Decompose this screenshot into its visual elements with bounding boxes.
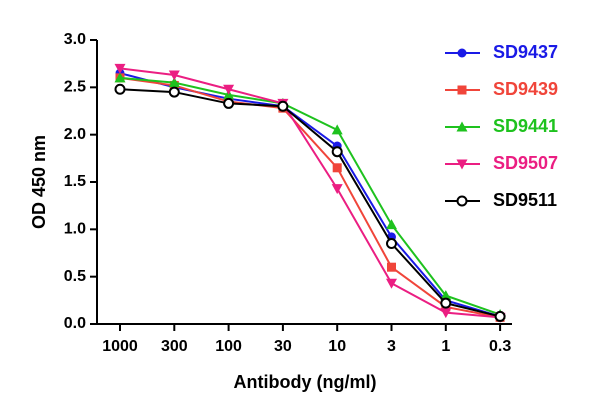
marker (494, 310, 506, 322)
legend-label: SD9437 (493, 42, 558, 62)
marker (440, 297, 452, 309)
y-tick-label: 1.0 (64, 221, 86, 238)
marker (440, 290, 452, 301)
x-tick-label: 3 (387, 338, 396, 355)
x-tick-label: 1 (441, 338, 450, 355)
x-axis-label: Antibody (ng/ml) (234, 372, 377, 392)
marker (331, 146, 343, 158)
y-tick-label: 3.0 (64, 31, 86, 48)
legend-label: SD9441 (493, 116, 558, 136)
marker (168, 77, 180, 88)
series-line (119, 67, 501, 319)
marker (387, 262, 396, 272)
marker (386, 238, 397, 250)
marker (168, 86, 180, 98)
series-line (119, 76, 501, 316)
x-tick-label: 300 (161, 338, 188, 355)
marker (223, 97, 235, 109)
x-tick-label: 30 (274, 338, 292, 355)
marker (114, 72, 126, 83)
marker (331, 184, 343, 195)
marker (277, 100, 289, 112)
y-tick-label: 0.0 (64, 315, 86, 332)
marker (168, 70, 180, 81)
marker (456, 195, 468, 207)
legend-label: SD9511 (493, 190, 557, 210)
y-tick-label: 2.0 (64, 126, 86, 143)
marker (456, 121, 468, 132)
marker (114, 83, 126, 95)
marker (223, 84, 235, 95)
marker (331, 124, 343, 135)
marker (332, 163, 342, 173)
series-line (119, 76, 501, 319)
marker (440, 308, 452, 319)
marker (457, 48, 467, 58)
x-tick-label: 10 (328, 338, 346, 355)
legend-label: SD9507 (493, 153, 558, 173)
marker (457, 85, 467, 95)
x-tick-label: 0.3 (489, 338, 511, 355)
y-tick-label: 0.5 (64, 268, 86, 285)
marker (114, 63, 126, 74)
y-axis-label: OD 450 nm (29, 135, 49, 229)
series-line (119, 88, 501, 318)
series-line (119, 72, 501, 318)
marker (456, 159, 468, 170)
marker (386, 219, 397, 230)
x-tick-label: 100 (215, 338, 242, 355)
legend-label: SD9439 (493, 79, 558, 99)
marker (386, 278, 397, 289)
y-tick-label: 1.5 (64, 173, 86, 190)
y-tick-label: 2.5 (64, 79, 86, 96)
x-tick-label: 1000 (102, 338, 138, 355)
